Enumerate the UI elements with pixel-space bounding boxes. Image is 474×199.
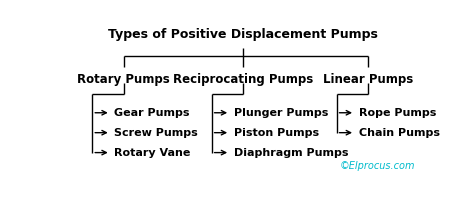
Text: ©Elprocus.com: ©Elprocus.com xyxy=(340,161,416,171)
Text: Linear Pumps: Linear Pumps xyxy=(323,73,413,86)
Text: Plunger Pumps: Plunger Pumps xyxy=(234,108,328,118)
Text: Chain Pumps: Chain Pumps xyxy=(359,128,440,138)
Text: Types of Positive Displacement Pumps: Types of Positive Displacement Pumps xyxy=(108,28,378,41)
Text: Piston Pumps: Piston Pumps xyxy=(234,128,319,138)
Text: Gear Pumps: Gear Pumps xyxy=(114,108,190,118)
Text: Diaphragm Pumps: Diaphragm Pumps xyxy=(234,148,348,158)
Text: Rope Pumps: Rope Pumps xyxy=(359,108,436,118)
Text: Screw Pumps: Screw Pumps xyxy=(114,128,198,138)
Text: Rotary Pumps: Rotary Pumps xyxy=(77,73,170,86)
Text: Rotary Vane: Rotary Vane xyxy=(114,148,191,158)
Text: Reciprocating Pumps: Reciprocating Pumps xyxy=(173,73,313,86)
